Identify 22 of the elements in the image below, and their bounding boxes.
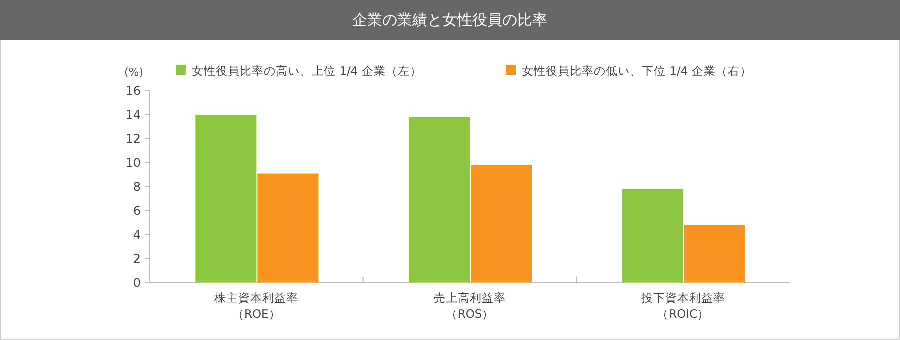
y-axis-title: (%) — [124, 66, 144, 79]
x-tick-label: 株主資本利益率（ROE） — [214, 291, 299, 321]
y-tick-label: 12 — [126, 132, 141, 146]
y-tick-label: 6 — [133, 204, 141, 218]
y-tick-label: 16 — [126, 84, 141, 98]
x-tick-label: 投下資本利益率（ROIC） — [640, 291, 726, 321]
bar — [471, 165, 532, 283]
bar — [684, 225, 746, 283]
y-tick-label: 14 — [126, 108, 141, 122]
legend-label: 女性役員比率の低い、下位 1/4 企業（右） — [522, 64, 752, 78]
y-tick-label: 2 — [133, 252, 141, 266]
chart-title: 企業の業績と女性役員の比率 — [352, 11, 548, 29]
legend-label: 女性役員比率の高い、上位 1/4 企業（左） — [192, 64, 422, 78]
y-tick-label: 4 — [133, 228, 141, 242]
bar — [258, 174, 319, 283]
y-tick-label: 10 — [126, 156, 141, 170]
bar — [196, 115, 257, 283]
y-tick-label: 0 — [133, 276, 141, 290]
x-tick-label: 売上高利益率（ROS） — [434, 291, 506, 321]
bar — [622, 189, 684, 283]
y-tick-label: 8 — [133, 180, 141, 194]
bar — [409, 117, 470, 283]
